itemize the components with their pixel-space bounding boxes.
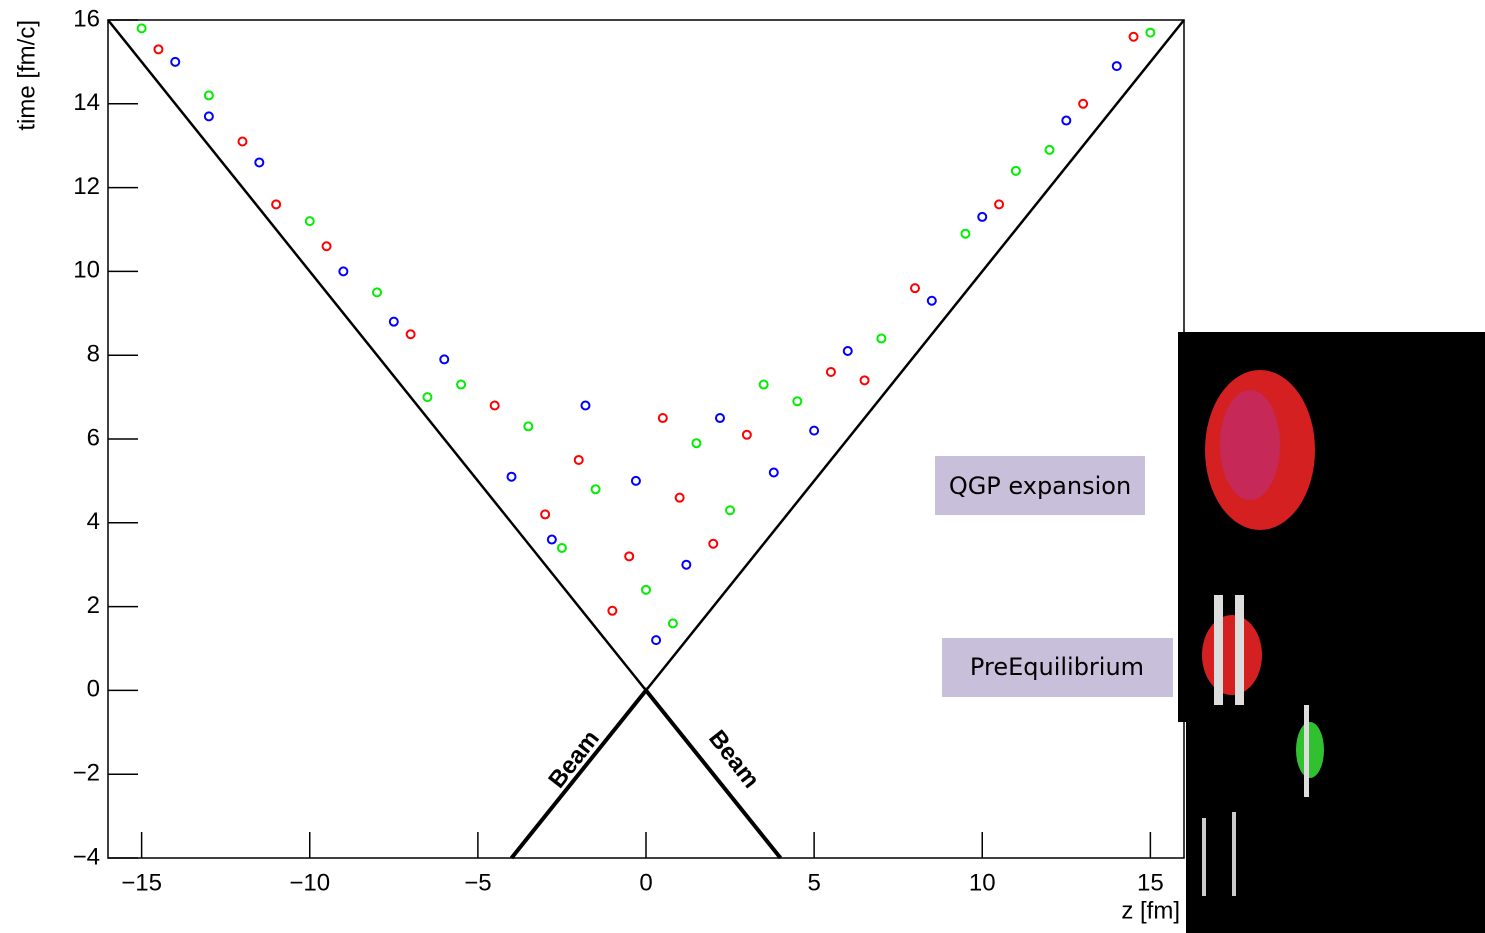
point [580, 400, 591, 411]
point [825, 366, 836, 377]
y-tick-label: 0 [87, 676, 100, 703]
point [338, 266, 349, 277]
point [1061, 115, 1072, 126]
point [809, 425, 820, 436]
point [624, 551, 635, 562]
point [651, 635, 662, 646]
point [977, 211, 988, 222]
nucleus [1304, 705, 1309, 797]
point [691, 438, 702, 449]
reference-line [107, 19, 1185, 693]
point [667, 618, 678, 629]
point [768, 467, 779, 478]
point [203, 111, 214, 122]
reference-line [509, 687, 783, 860]
point [910, 283, 920, 294]
point [1145, 27, 1156, 38]
label-box [942, 638, 1173, 697]
point [1078, 98, 1089, 109]
point [859, 375, 870, 386]
point [1128, 31, 1139, 42]
y-axis-label: time [fm/c] [13, 20, 40, 131]
point [842, 346, 853, 357]
point [506, 471, 517, 482]
point [136, 23, 147, 34]
pre-blob [1202, 615, 1262, 695]
y-tick-label: −4 [73, 843, 100, 870]
inset-panel [1186, 722, 1485, 933]
point [876, 333, 887, 344]
point [960, 228, 971, 239]
nucleus [1214, 595, 1223, 705]
point [590, 484, 601, 495]
point [714, 413, 725, 424]
point [657, 413, 668, 424]
point [708, 538, 719, 549]
x-tick-label: 10 [969, 869, 996, 896]
point [439, 354, 450, 365]
point [556, 542, 567, 553]
point [321, 241, 332, 252]
point [1010, 165, 1021, 176]
point [388, 316, 399, 327]
point [523, 421, 534, 432]
y-tick-label: 4 [87, 508, 100, 535]
point [546, 534, 557, 545]
point [405, 329, 416, 340]
y-tick-label: 14 [73, 89, 100, 116]
point [758, 379, 769, 390]
point [422, 392, 433, 403]
point [994, 199, 1005, 210]
point [540, 509, 551, 520]
point [573, 454, 584, 465]
y-tick-label: 10 [73, 257, 100, 284]
annotation: Beam [703, 725, 765, 793]
plot-frame [107, 19, 1185, 859]
point [1111, 61, 1122, 72]
point [254, 157, 265, 168]
x-tick-label: 5 [807, 869, 820, 896]
point [1044, 144, 1055, 155]
x-axis-label: z [fm] [1121, 897, 1180, 924]
point [641, 584, 651, 595]
nucleus [1235, 595, 1244, 705]
green-blob [1296, 722, 1324, 778]
point [372, 287, 382, 298]
x-tick-label: −5 [464, 869, 491, 896]
point [304, 216, 315, 227]
qgp-blob [1220, 390, 1280, 500]
point [674, 492, 685, 503]
y-tick-label: 8 [87, 341, 100, 368]
inset-label: QGP expansion [949, 472, 1131, 500]
point [170, 56, 181, 67]
x-tick-label: 0 [639, 869, 652, 896]
nucleus [1202, 818, 1206, 896]
point [203, 90, 214, 101]
label-box [935, 456, 1145, 515]
point [681, 559, 692, 570]
point [456, 379, 467, 390]
point [792, 396, 803, 407]
point [153, 44, 164, 55]
y-tick-label: 16 [73, 5, 100, 32]
point [489, 400, 500, 411]
y-tick-label: 2 [87, 592, 100, 619]
x-tick-label: −15 [121, 869, 162, 896]
point [725, 505, 736, 516]
y-tick-label: 12 [73, 173, 100, 200]
point [607, 605, 618, 616]
point [926, 295, 937, 306]
x-tick-label: 15 [1137, 869, 1164, 896]
y-tick-label: 6 [87, 424, 100, 451]
point [271, 199, 282, 210]
nucleus [1232, 812, 1236, 896]
y-tick-label: −2 [73, 760, 100, 787]
point [630, 475, 641, 486]
inset-label: PreEquilibrium [970, 653, 1144, 681]
x-tick-label: −10 [289, 869, 330, 896]
point [237, 136, 248, 147]
point [741, 429, 752, 440]
